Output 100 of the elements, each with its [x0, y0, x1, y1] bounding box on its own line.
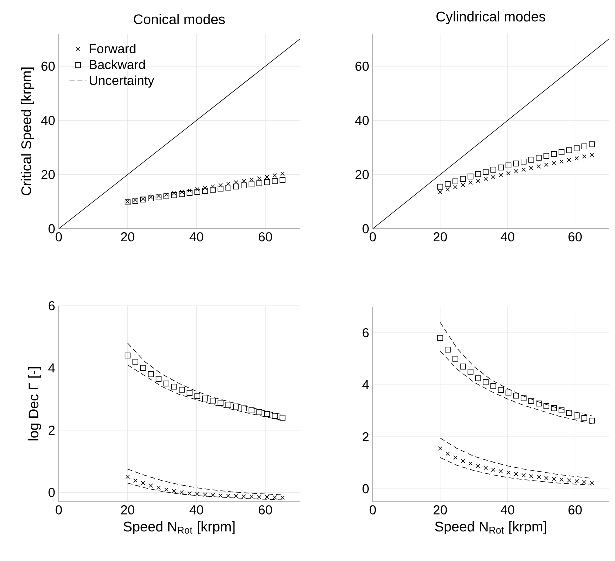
y-tick-label: 0 — [48, 224, 55, 234]
y-tick-label: 0 — [362, 224, 369, 234]
point — [126, 474, 130, 480]
y-tick-label: 20 — [356, 170, 369, 180]
point — [280, 172, 285, 176]
point — [264, 180, 270, 186]
x-tick-label: 0 — [370, 506, 376, 515]
point — [506, 390, 512, 396]
x-tick-label: 20 — [434, 506, 448, 515]
point — [141, 481, 146, 486]
x-tick-label: 60 — [259, 506, 272, 515]
point — [552, 476, 556, 482]
point — [461, 459, 466, 464]
x-axis-title: Speed N$_{Rot}$ [krpm] — [435, 522, 546, 535]
point — [210, 493, 216, 498]
point — [522, 473, 526, 478]
point — [226, 494, 231, 498]
y-tick-label: 2 — [362, 432, 369, 442]
point — [536, 164, 542, 169]
x-tick-label: 0 — [370, 232, 376, 242]
point — [528, 398, 534, 404]
point — [590, 480, 594, 486]
point — [180, 490, 184, 495]
point — [156, 194, 162, 200]
point — [460, 364, 466, 370]
point — [567, 158, 572, 162]
point — [460, 176, 466, 182]
point — [446, 452, 450, 456]
point — [574, 412, 580, 419]
point — [203, 186, 208, 190]
point — [124, 352, 131, 359]
point — [156, 376, 162, 382]
y-tick-label: 4 — [362, 380, 370, 390]
point — [445, 347, 451, 353]
y-tick-label: 4 — [48, 364, 56, 373]
point — [490, 383, 496, 390]
x-tick-label: 20 — [121, 232, 135, 242]
point — [468, 174, 474, 180]
point — [445, 181, 451, 188]
point — [156, 194, 161, 198]
point — [234, 494, 238, 499]
point — [558, 408, 565, 414]
x-tick-label: 40 — [500, 232, 515, 242]
point — [272, 174, 278, 178]
point — [194, 393, 200, 400]
point — [218, 183, 223, 188]
point — [148, 484, 154, 488]
point — [172, 489, 176, 494]
point — [218, 400, 224, 406]
point — [483, 380, 489, 386]
y-axis-title: Critical Speed [krpm] — [21, 68, 34, 196]
point — [226, 184, 232, 191]
point — [468, 369, 474, 375]
point — [520, 396, 527, 402]
chart-title: Conical modes — [134, 14, 226, 25]
point — [148, 195, 154, 200]
point — [233, 404, 240, 410]
point — [551, 406, 558, 412]
point — [164, 192, 169, 198]
point — [491, 468, 496, 472]
point — [218, 186, 224, 192]
point — [551, 151, 558, 158]
y-tick-label: 60 — [42, 62, 55, 72]
point — [272, 413, 278, 420]
point — [552, 161, 556, 166]
legend-label: Backward — [90, 60, 146, 70]
y-tick-label: 6 — [48, 301, 55, 311]
point — [476, 464, 480, 468]
point — [265, 175, 270, 180]
point — [558, 149, 565, 156]
point — [468, 180, 473, 186]
y-tick-label: 20 — [42, 170, 55, 180]
point — [148, 196, 154, 202]
point — [560, 478, 564, 482]
point — [256, 410, 262, 416]
point — [171, 384, 178, 390]
point — [513, 160, 520, 167]
point — [484, 177, 488, 182]
point — [248, 408, 255, 414]
line-series — [440, 438, 592, 479]
x-tick-label: 40 — [500, 506, 515, 515]
point — [179, 191, 185, 198]
point — [256, 180, 262, 186]
point — [590, 152, 594, 158]
point — [179, 387, 185, 393]
point — [210, 184, 216, 189]
point — [560, 160, 564, 164]
point — [544, 403, 550, 410]
point — [156, 486, 161, 490]
point — [226, 402, 232, 408]
point — [272, 496, 278, 500]
point — [574, 479, 580, 484]
point — [484, 466, 488, 470]
point — [257, 176, 262, 181]
point — [452, 356, 458, 362]
point — [582, 144, 588, 150]
point — [164, 380, 170, 387]
point — [280, 177, 286, 184]
point — [446, 188, 450, 192]
point — [544, 476, 549, 480]
